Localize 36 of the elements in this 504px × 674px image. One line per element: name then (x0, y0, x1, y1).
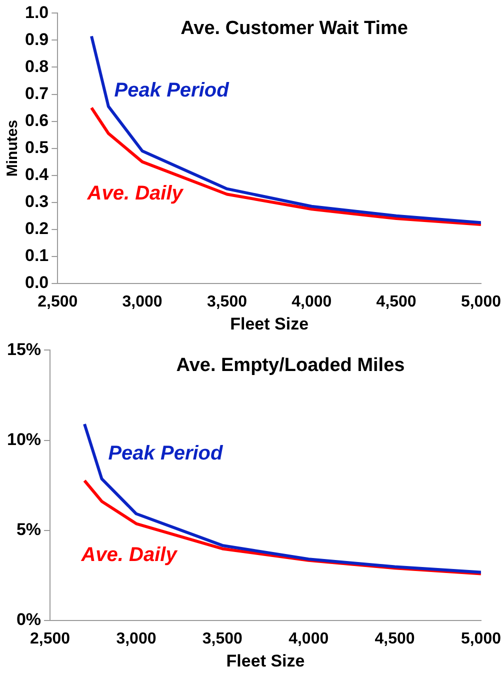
chart-title: Ave. Customer Wait Time (180, 18, 408, 39)
series-label: Ave. Daily (86, 182, 184, 204)
chart-title: Ave. Empty/Loaded Miles (176, 354, 405, 376)
series-label: Peak Period (114, 80, 230, 102)
x-tick-label: 3,500 (202, 630, 243, 648)
x-tick-label: 4,000 (292, 293, 332, 310)
y-tick-label: 0.9 (24, 30, 49, 49)
y-tick-label: 15% (6, 340, 42, 359)
y-tick-label: 0.6 (24, 110, 49, 130)
y-tick-label: 0.8 (24, 56, 49, 76)
y-tick-label: 0.4 (24, 165, 50, 184)
x-tick-label: 5,000 (460, 630, 502, 648)
x-tick-label: 2,500 (38, 293, 78, 310)
y-tick-label: 10% (6, 430, 42, 449)
series-label: Ave. Daily (80, 544, 178, 566)
x-tick-label: 2,500 (30, 630, 70, 648)
y-tick-label: 0.2 (24, 219, 49, 238)
y-tick-label: 0.7 (24, 84, 49, 103)
y-tick-label: 0% (16, 610, 42, 630)
y-tick-label: 0.1 (24, 246, 49, 266)
y-tick-label: 1.0 (24, 2, 49, 22)
y-tick-label: 5% (16, 520, 42, 540)
series-label: Peak Period (108, 442, 224, 464)
x-tick-label: 4,500 (374, 630, 415, 648)
y-axis-title: Minutes (4, 120, 22, 177)
x-axis-title: Fleet Size (230, 314, 309, 334)
x-tick-label: 3,000 (122, 293, 162, 310)
x-axis-title: Fleet Size (226, 651, 305, 670)
x-tick-label: 3,500 (206, 293, 248, 310)
y-tick-label: 0.5 (24, 138, 49, 157)
y-tick-label: 0.3 (24, 192, 49, 212)
x-tick-label: 4,500 (376, 293, 416, 310)
x-tick-label: 4,000 (288, 630, 329, 648)
x-tick-label: 3,000 (116, 630, 156, 648)
y-tick-label: 0.0 (24, 273, 49, 292)
x-tick-label: 5,000 (460, 293, 502, 310)
